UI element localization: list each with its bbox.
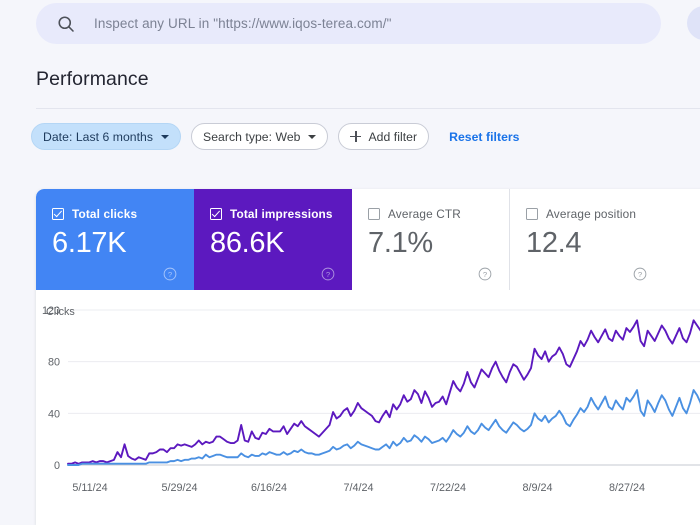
checkbox-unchecked-icon[interactable]: [368, 208, 380, 220]
top-bar: Inspect any URL in "https://www.iqos-ter…: [0, 0, 700, 48]
chart-y-tick-label: 120: [42, 305, 60, 317]
svg-text:?: ?: [168, 270, 172, 279]
chart-x-tick-label: 7/22/24: [430, 482, 466, 494]
chart-line-total-impressions: [67, 319, 700, 465]
filter-chip-search-type[interactable]: Search type: Web: [191, 123, 329, 150]
filter-chip-date[interactable]: Date: Last 6 months: [31, 123, 182, 150]
filter-chip-date-label: Date: Last 6 months: [43, 129, 154, 144]
performance-panel: Total clicks 6.17K ? Total impressions 8…: [36, 189, 700, 525]
metric-tile-total-impressions[interactable]: Total impressions 86.6K ?: [194, 189, 352, 290]
help-icon[interactable]: ?: [478, 267, 492, 281]
metric-label: Average CTR: [388, 207, 461, 221]
chart-line-total-clicks: [67, 389, 700, 466]
chart-x-tick-label: 8/27/24: [609, 482, 645, 494]
filter-chip-search-type-label: Search type: Web: [203, 129, 301, 144]
plus-icon: [350, 131, 362, 142]
svg-text:?: ?: [483, 270, 487, 279]
metric-tile-header: Total impressions: [210, 207, 352, 221]
metric-tile-header: Average position: [526, 207, 700, 221]
avatar[interactable]: [687, 6, 700, 40]
search-icon: [58, 15, 74, 32]
checkbox-checked-icon[interactable]: [52, 208, 64, 220]
chart-x-tick-label: 6/16/24: [251, 482, 287, 494]
chart-y-tick-label: 80: [48, 357, 60, 369]
chart-x-tick-label: 5/29/24: [161, 482, 197, 494]
page-title: Performance: [36, 68, 149, 90]
chart-y-tick-label: 40: [48, 408, 60, 420]
metric-label: Total impressions: [230, 207, 333, 221]
metric-tile-header: Average CTR: [368, 207, 509, 221]
metric-value: 12.4: [526, 227, 582, 259]
help-icon[interactable]: ?: [163, 267, 177, 281]
header-divider: [36, 108, 700, 109]
help-icon[interactable]: ?: [633, 267, 647, 281]
metric-tile-average-position[interactable]: Average position 12.4 ?: [510, 189, 700, 290]
metric-tile-average-ctr[interactable]: Average CTR 7.1% ?: [352, 189, 510, 290]
metric-tile-total-clicks[interactable]: Total clicks 6.17K ?: [36, 189, 194, 290]
svg-text:?: ?: [326, 270, 330, 279]
svg-text:?: ?: [638, 270, 642, 279]
help-icon[interactable]: ?: [321, 267, 335, 281]
performance-chart: Clicks 0 40 80 120 5/11/24 5/29/24 6/16/24 7/4/…: [36, 290, 700, 525]
metric-label: Total clicks: [72, 207, 138, 221]
chevron-down-icon: [308, 134, 317, 139]
metric-value: 6.17K: [52, 227, 127, 259]
metric-tile-header: Total clicks: [52, 207, 194, 221]
metric-label: Average position: [546, 207, 637, 221]
add-filter-button[interactable]: Add filter: [338, 123, 430, 150]
reset-filters-link[interactable]: Reset filters: [449, 129, 520, 144]
filter-bar: Date: Last 6 months Search type: Web Add…: [31, 123, 520, 150]
add-filter-label: Add filter: [368, 129, 418, 144]
metric-value: 7.1%: [368, 227, 433, 259]
chart-x-tick-label: 5/11/24: [72, 482, 107, 494]
chart-y-axis-title: Clicks: [46, 306, 75, 318]
chevron-down-icon: [161, 134, 170, 139]
chart-canvas[interactable]: 0 40 80 120 5/11/24 5/29/24 6/16/24 7/4/24 7/22/…: [36, 290, 700, 525]
checkbox-unchecked-icon[interactable]: [526, 208, 538, 220]
checkbox-checked-icon[interactable]: [210, 208, 222, 220]
url-inspection-placeholder: Inspect any URL in "https://www.iqos-ter…: [94, 16, 392, 31]
metric-tiles: Total clicks 6.17K ? Total impressions 8…: [36, 189, 700, 290]
chart-y-tick-label: 0: [54, 460, 60, 472]
chart-x-tick-label: 8/9/24: [522, 482, 552, 494]
metric-value: 86.6K: [210, 227, 285, 259]
url-inspection-search-bar[interactable]: Inspect any URL in "https://www.iqos-ter…: [36, 3, 661, 44]
chart-x-tick-label: 7/4/24: [343, 482, 373, 494]
